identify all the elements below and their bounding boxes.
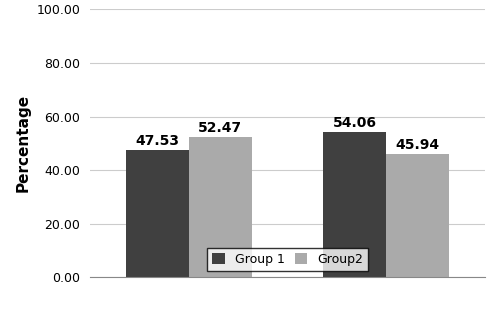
Text: 54.06: 54.06 (332, 116, 376, 130)
Bar (189, 137, 252, 277)
Text: 45.94: 45.94 (396, 138, 440, 152)
Y-axis label: Percentage: Percentage (16, 94, 31, 192)
Bar (323, 132, 386, 277)
Bar (126, 150, 189, 277)
Bar (386, 154, 450, 277)
Legend: Group 1, Group2: Group 1, Group2 (207, 248, 368, 271)
Text: 52.47: 52.47 (198, 121, 242, 135)
Text: 47.53: 47.53 (135, 134, 179, 148)
